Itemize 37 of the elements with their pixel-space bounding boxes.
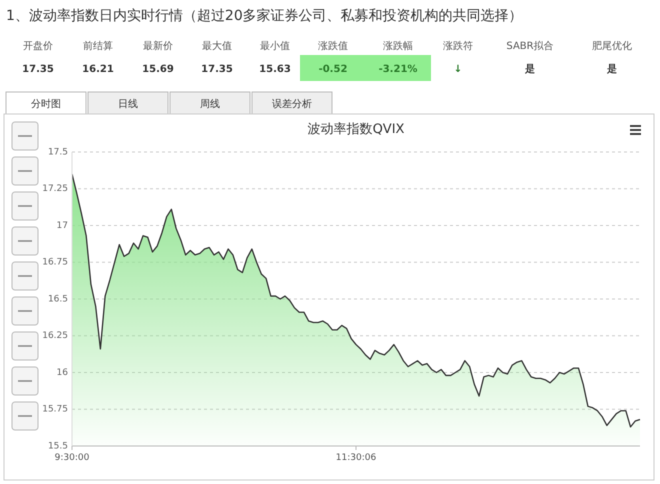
text: 开盘价 [23, 40, 53, 52]
text: 是 [524, 63, 535, 75]
text: 最小值 [260, 40, 290, 52]
text: 17.35 [201, 64, 233, 75]
text: 日线 [118, 98, 138, 110]
text: 17.35 [22, 64, 54, 75]
text: ↓ [454, 64, 462, 75]
text: 1、波动率指数日内实时行情（超过20多家证券公司、私募和投资机构的共同选择） [6, 8, 523, 24]
text: 肥尾优化 [592, 40, 632, 52]
text: SABR拟合 [506, 40, 554, 52]
y-tick-label: 17 [56, 220, 68, 231]
chart-title: 波动率指数QVIX [308, 121, 405, 137]
x-tick-label: 9:30:00 [54, 453, 90, 463]
text: 涨跌值 [318, 40, 348, 52]
y-tick-label: 16.75 [42, 258, 68, 268]
y-tick-label: 16 [56, 368, 68, 378]
text: 涨跌幅 [383, 40, 413, 52]
text: 16.21 [82, 64, 114, 75]
text: 最新价 [143, 40, 173, 52]
text: 分时图 [31, 98, 61, 110]
text: 15.69 [142, 64, 174, 75]
y-tick-label: 17.5 [48, 147, 68, 158]
text: 15.63 [259, 64, 291, 75]
text: 周线 [200, 98, 220, 110]
x-tick-label: 11:30:06 [336, 453, 376, 463]
text: 误差分析 [272, 98, 312, 110]
text: 是 [606, 63, 617, 75]
text: -0.52 [318, 64, 348, 75]
text: 涨跌符 [443, 40, 473, 52]
text: 最大值 [202, 40, 232, 52]
y-tick-label: 17.25 [42, 184, 68, 194]
y-tick-label: 15.75 [42, 404, 68, 415]
text: -3.21% [378, 64, 418, 75]
text: 前结算 [83, 40, 113, 52]
y-tick-label: 16.5 [48, 294, 68, 304]
y-tick-label: 16.25 [42, 331, 68, 342]
y-tick-label: 15.5 [48, 441, 68, 452]
